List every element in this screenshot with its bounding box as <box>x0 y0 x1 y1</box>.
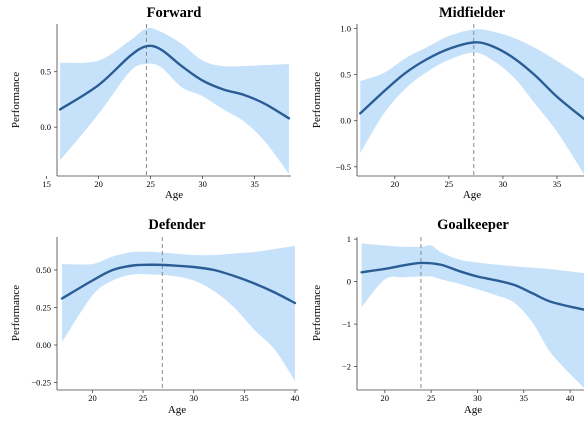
y-tick-label: 0.5 <box>40 67 51 77</box>
y-axis-label: Performance <box>10 285 22 341</box>
panel-defender: 20 25 30 35 40 −0.25 0.00 0.25 0.50 Defender Age… <box>10 217 299 416</box>
x-tick-label: 35 <box>553 179 562 189</box>
performance-curve <box>58 44 291 120</box>
performance-curve <box>360 261 584 311</box>
x-tick-label: 25 <box>146 179 155 189</box>
panel-title: Forward <box>147 5 202 21</box>
y-tick-label: 0.50 <box>36 265 51 275</box>
x-axis-label: Age <box>463 189 481 201</box>
x-tick-label: 40 <box>291 393 300 403</box>
x-tick-label: 25 <box>445 179 454 189</box>
x-tick-label: 35 <box>240 393 249 403</box>
x-tick-label: 30 <box>198 179 207 189</box>
y-tick-label: −0.5 <box>336 162 351 172</box>
y-tick-label: 0.25 <box>36 303 51 313</box>
x-tick-label: 20 <box>381 393 390 403</box>
y-tick-label: 0.0 <box>40 122 51 132</box>
y-tick-label: 0.0 <box>340 116 351 126</box>
panel-title: Midfielder <box>439 5 506 21</box>
y-tick-label: −0.25 <box>31 378 51 388</box>
y-tick-label: 1.0 <box>340 24 351 34</box>
y-tick-label: −1 <box>342 319 351 329</box>
x-tick-label: 35 <box>520 393 529 403</box>
y-tick-label: 1 <box>347 234 351 244</box>
y-tick-label: 0.5 <box>340 70 351 80</box>
x-tick-label: 15 <box>42 179 51 189</box>
y-axis-label: Performance <box>10 72 22 128</box>
x-tick-label: 30 <box>473 393 482 403</box>
x-tick-label: 20 <box>88 393 97 403</box>
panel-title: Defender <box>148 217 206 233</box>
x-axis-label: Age <box>168 404 186 416</box>
y-axis-label: Performance <box>311 72 323 128</box>
panel-goalkeeper: 20 25 30 35 40 −2 −1 0 1 Goalkeeper Age Performa… <box>311 217 584 416</box>
confidence-band <box>360 29 584 175</box>
x-tick-label: 35 <box>250 179 259 189</box>
x-tick-label: 40 <box>566 393 575 403</box>
y-tick-label: 0 <box>347 277 351 287</box>
x-axis-label: Age <box>464 404 482 416</box>
x-tick-label: 25 <box>139 393 148 403</box>
confidence-band <box>361 243 584 388</box>
confidence-band <box>62 246 295 381</box>
y-axis-label: Performance <box>311 285 323 341</box>
x-tick-label: 30 <box>189 393 198 403</box>
x-tick-label: 20 <box>94 179 103 189</box>
performance-curve <box>60 263 297 305</box>
x-tick-label: 30 <box>499 179 508 189</box>
x-axis-label: Age <box>165 189 183 201</box>
y-tick-label: −2 <box>342 362 351 372</box>
panel-midfielder: 20 25 30 35 −0.5 0.0 0.5 1.0 Midfielder Age Per… <box>311 5 584 201</box>
performance-curve <box>359 41 584 121</box>
y-tick-label: 0.00 <box>36 340 51 350</box>
confidence-band <box>60 27 289 174</box>
x-tick-label: 25 <box>427 393 436 403</box>
panel-title: Goalkeeper <box>437 217 509 233</box>
panel-forward: 15 20 25 30 35 0.0 0.5 Forward Age Performance <box>10 5 291 201</box>
x-tick-label: 20 <box>391 179 400 189</box>
